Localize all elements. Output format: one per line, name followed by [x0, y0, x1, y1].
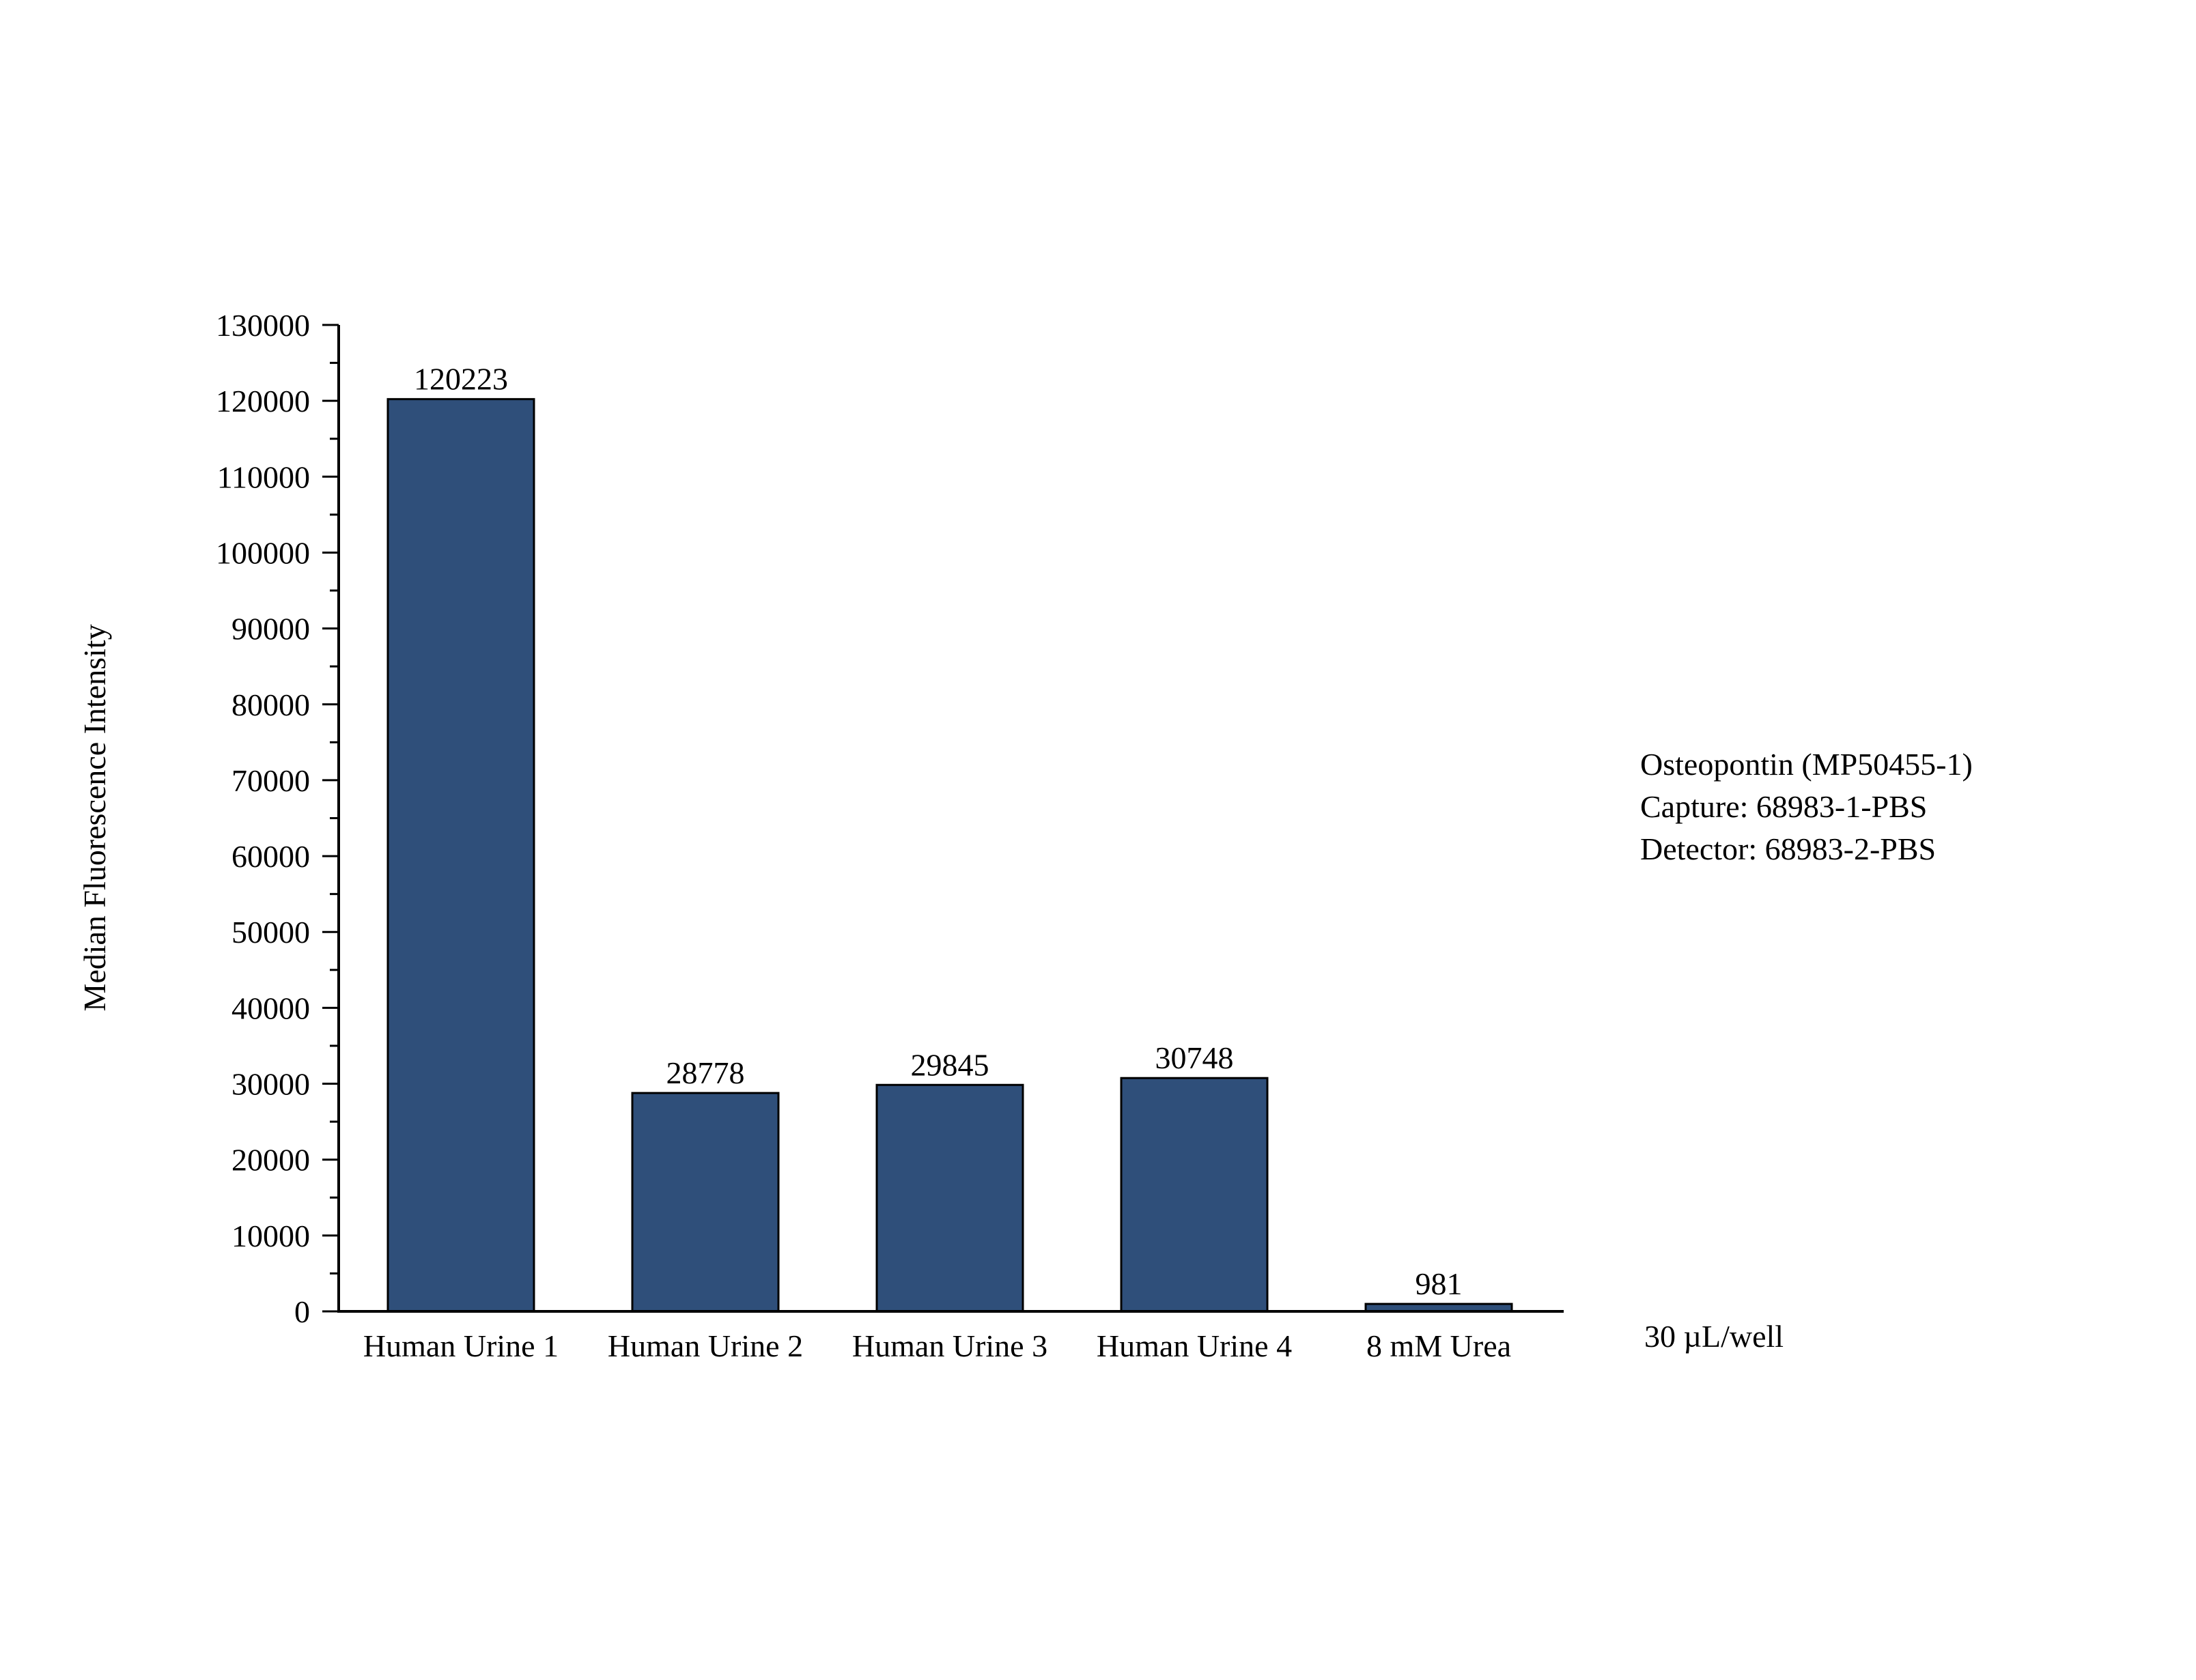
bar-2: [631, 1092, 780, 1313]
y-tick-label-4: 40000: [231, 991, 310, 1025]
annotation-detector: Detector: 68983-2-PBS: [1640, 831, 1937, 866]
y-tick-label-9: 90000: [231, 612, 310, 646]
bars-group: [386, 398, 1513, 1313]
y-tick-label-3: 30000: [231, 1067, 310, 1102]
x-tick-label-5: 8 mM Urea: [1366, 1328, 1511, 1363]
data-label-2: 28778: [666, 1055, 745, 1090]
x-tick-label-3: Human Urine 3: [852, 1328, 1047, 1363]
y-tick-label-11: 110000: [217, 459, 310, 494]
bar-3: [875, 1083, 1024, 1313]
x-tick-label-1: Human Urine 1: [363, 1328, 559, 1363]
annotation-capture: Capture: 68983-1-PBS: [1640, 789, 1928, 824]
data-label-5: 981: [1416, 1266, 1463, 1301]
annotation-osteopontin: Osteopontin (MP50455-1): [1640, 747, 1973, 782]
y-tick-label-6: 60000: [231, 839, 310, 874]
y-tick-label-5: 50000: [231, 915, 310, 950]
bar-4: [1120, 1077, 1269, 1313]
y-tick-label-1: 10000: [231, 1219, 310, 1253]
data-label-3: 29845: [911, 1047, 989, 1082]
y-axis-title: Median Fluorescence Intensity: [77, 624, 112, 1011]
axes-group: [322, 324, 1564, 1313]
data-label-4: 30748: [1155, 1040, 1234, 1075]
y-tick-label-10: 100000: [216, 535, 310, 570]
y-tick-label-13: 130000: [216, 308, 310, 343]
y-tick-label-0: 0: [294, 1294, 310, 1329]
bar-1: [386, 398, 535, 1313]
x-tick-label-2: Human Urine 2: [608, 1328, 803, 1363]
y-tick-label-12: 120000: [216, 384, 310, 418]
labels-group: 120223 Human Urine 1 28778 Human Urine 2 298…: [77, 308, 1511, 1363]
annotation-volume: 30 µL/well: [1644, 1319, 1784, 1354]
y-tick-label-7: 70000: [231, 763, 310, 798]
data-label-1: 120223: [414, 362, 508, 397]
x-tick-label-4: Human Urine 4: [1097, 1328, 1292, 1363]
y-tick-label-8: 80000: [231, 687, 310, 722]
y-tick-label-2: 20000: [231, 1143, 310, 1178]
annotation-block: Osteopontin (MP50455-1) Capture: 68983-1…: [1640, 743, 1973, 870]
